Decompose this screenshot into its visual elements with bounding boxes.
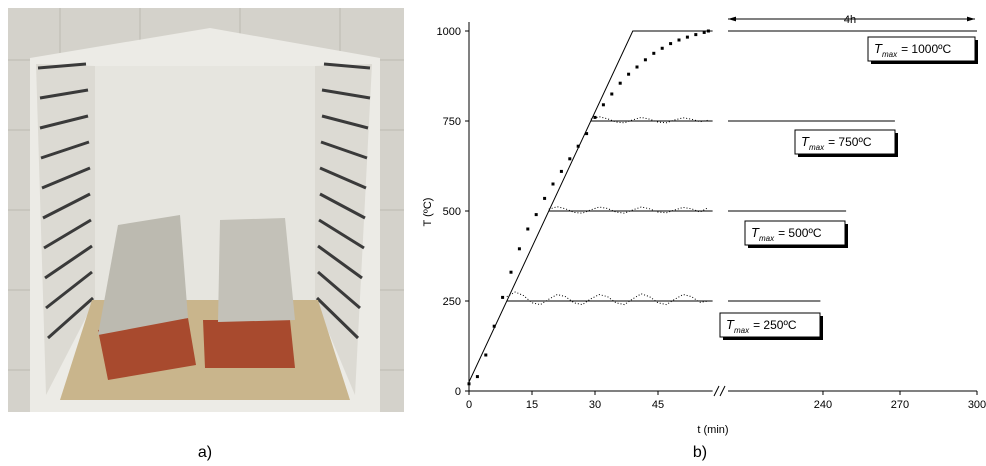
subscript: max [759,234,775,243]
value-text: = 500ºC [778,226,822,240]
left-wall [36,64,95,395]
marker [702,30,706,34]
marker [643,58,647,62]
symbol: T [726,317,735,332]
marker [559,169,563,173]
marker [576,144,580,148]
y-tick-label: 250 [443,296,461,308]
label-box [867,36,976,62]
tmax-label: Tmax = 250ºC [726,317,797,335]
y-axis-label: T (ºC) [422,198,434,227]
marker [543,196,547,200]
tmax-label: Tmax = 500ºC [751,225,822,243]
brick [98,318,196,380]
x-tick-label: 300 [968,399,986,411]
marker [467,382,471,386]
marker [517,247,521,251]
tmax-label: Tmax = 750ºC [801,134,872,152]
label-box [794,129,896,155]
subscript: max [882,50,898,59]
marker [551,182,555,186]
subscript: max [734,326,750,335]
oven-photo [8,8,404,412]
marker [610,92,614,96]
marker [492,324,496,328]
brick [203,320,295,368]
annotation: 4h [844,14,856,26]
marker [669,42,673,46]
subscript: max [809,143,825,152]
marker [509,270,513,274]
block [98,215,188,335]
x-tick-label: 0 [466,399,472,411]
marker [660,46,664,50]
marker [635,65,639,69]
symbol: T [801,134,810,149]
marker [677,38,681,42]
marker [618,81,622,85]
marker [501,295,505,299]
block [218,218,295,322]
value-text: = 1000ºC [901,42,951,56]
value-text: = 750ºC [828,135,872,149]
marker [568,157,572,161]
x-tick-label: 45 [652,399,664,411]
x-tick-label: 15 [526,399,538,411]
x-tick-label: 270 [891,399,909,411]
x-tick-label: 30 [589,399,601,411]
panel-label: b) [693,444,707,461]
marker [601,103,605,107]
marker [627,72,631,76]
symbol: T [874,41,883,56]
axis-break [713,385,726,397]
x-axis-label: t (min) [697,424,728,436]
marker [534,213,538,217]
dotted-line [506,291,709,306]
slots [37,62,371,340]
dotted-line [590,116,709,124]
marker [475,375,479,379]
marker [706,29,710,33]
symbol: T [751,225,760,240]
y-tick-label: 500 [443,206,461,218]
marker [694,33,698,37]
y-tick-label: 0 [455,386,461,398]
y-tick-label: 750 [443,116,461,128]
label-box [744,220,846,246]
marker [484,353,488,357]
panel-label: a) [198,444,212,461]
line [468,30,977,383]
x-tick-label: 240 [814,399,832,411]
dotted-line [548,206,709,214]
tmax-label: Tmax = 1000ºC [874,41,951,59]
value-text: = 250ºC [753,318,797,332]
marker [585,132,589,136]
label-box [719,312,821,338]
marker [526,227,530,231]
marker [685,35,689,39]
marker [593,115,597,119]
right-wall [315,64,372,395]
y-tick-label: 1000 [437,26,461,38]
marker [652,51,656,55]
